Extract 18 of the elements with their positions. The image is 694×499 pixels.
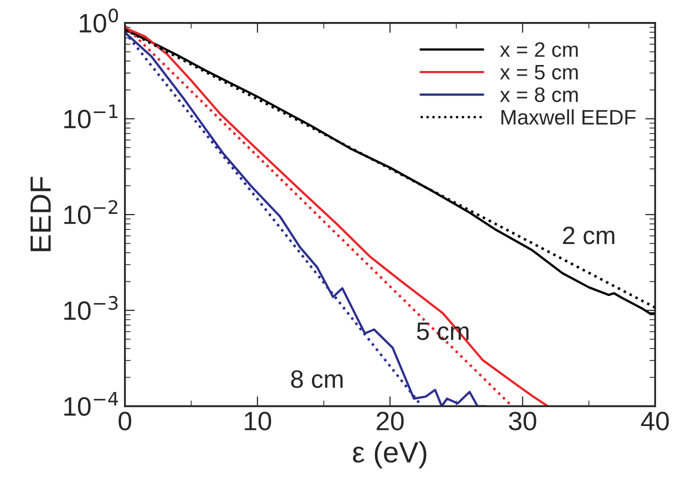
- x-tick-label: 20: [376, 412, 404, 430]
- y-tick-label: 10$^{−4}$: [64, 392, 118, 416]
- x-axis-title: ε (eV): [352, 441, 426, 468]
- x-tick-label: 10: [244, 412, 272, 430]
- legend-label: Maxwell EEDF: [502, 109, 636, 125]
- y-axis-title: EEDF: [30, 176, 51, 252]
- legend-label: x = 2 cm: [500, 42, 578, 58]
- legend-label: x = 5 cm: [500, 65, 578, 80]
- x-tick-label: 30: [508, 412, 536, 430]
- y-tick-label: 10$^{−1}$: [64, 104, 118, 128]
- y-tick-label: 10$^{−2}$: [64, 200, 118, 224]
- legend-label: x = 8 cm: [500, 87, 578, 102]
- x-tick-label: 0: [118, 412, 132, 430]
- annotation: 8 cm: [291, 370, 343, 388]
- annotation: 2 cm: [563, 226, 614, 244]
- y-tick-label: 10$^{−3}$: [64, 296, 118, 320]
- y-tick-label: 10$^{0}$: [80, 8, 118, 33]
- x-tick-label: 40: [641, 412, 669, 430]
